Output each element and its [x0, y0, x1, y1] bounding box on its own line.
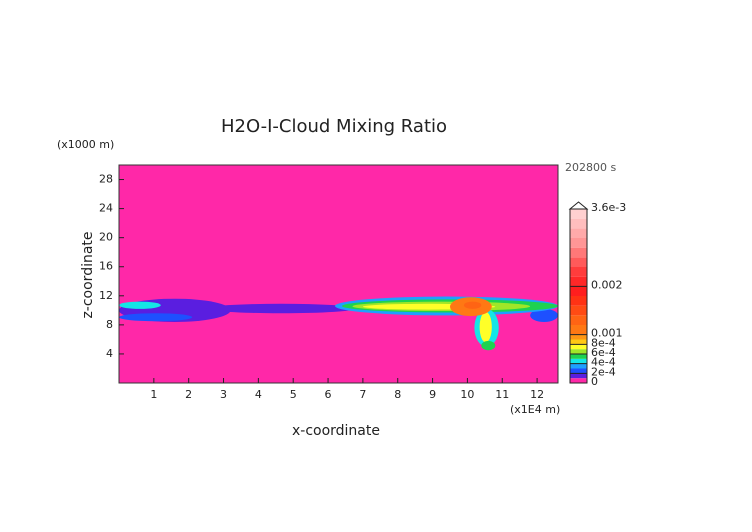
- x-tick-label: 11: [495, 388, 509, 401]
- x-tick-label: 8: [394, 388, 401, 401]
- cloud-region: [479, 311, 492, 343]
- time-label: 202800 s: [565, 161, 616, 174]
- y-tick-label: 28: [99, 173, 113, 186]
- colorbar-bin: [570, 267, 587, 277]
- y-tick-label: 20: [99, 231, 113, 244]
- colorbar-bin: [570, 286, 587, 296]
- colorbar-tick-label: 0: [591, 375, 598, 388]
- y-tick-label: 24: [99, 202, 113, 215]
- colorbar-bin: [570, 238, 587, 248]
- x-unit: (x1E4 m): [510, 403, 560, 416]
- x-axis-label: x-coordinate: [292, 423, 380, 439]
- colorbar-tick-label: 2e-4: [591, 365, 616, 378]
- colorbar-tick-label: 0.001: [591, 327, 623, 340]
- y-tick-label: 12: [99, 289, 113, 302]
- cloud-region: [119, 301, 161, 309]
- colorbar-tick-label: 4e-4: [591, 356, 616, 369]
- colorbar-bin: [570, 378, 587, 383]
- x-tick-label: 10: [460, 388, 474, 401]
- colorbar-bin: [570, 325, 587, 335]
- x-tick-label: 1: [150, 388, 157, 401]
- colorbar-bin: [570, 218, 587, 229]
- chart-title: H2O-I-Cloud Mixing Ratio: [221, 116, 447, 137]
- colorbar-bin: [570, 368, 587, 374]
- colorbar-bin: [570, 228, 587, 238]
- y-tick-label: 16: [99, 260, 113, 273]
- colorbar-bin: [570, 257, 587, 267]
- plot-frame: [118, 164, 559, 384]
- colorbar-bin: [570, 276, 587, 287]
- colorbar-bin: [570, 344, 587, 350]
- colorbar-tick-label: 3.6e-3: [591, 201, 626, 214]
- colorbar-bin: [570, 339, 587, 345]
- colorbar-bin: [570, 315, 587, 325]
- x-tick-label: 2: [185, 388, 192, 401]
- cloud-region: [206, 303, 356, 314]
- y-tick-label: 4: [106, 347, 113, 360]
- x-tick-label: 5: [290, 388, 297, 401]
- colorbar-tick-label: 8e-4: [591, 336, 616, 349]
- y-axis-label: z-coordinate: [80, 231, 96, 318]
- colorbar-bin: [570, 363, 587, 369]
- cloud-region: [481, 340, 496, 351]
- colorbar-tick-label: 0.002: [591, 278, 623, 291]
- colorbar-bin: [570, 334, 587, 340]
- colorbar-bin: [570, 349, 587, 354]
- x-tick-label: 7: [359, 388, 366, 401]
- colorbar-arrow: [568, 201, 589, 210]
- x-tick-label: 9: [429, 388, 436, 401]
- field: [119, 165, 558, 383]
- colorbar-bin: [570, 354, 587, 359]
- x-tick-label: 4: [255, 388, 262, 401]
- colorbar-bin: [570, 305, 587, 316]
- cloud-region: [119, 313, 193, 322]
- colorbar-bin: [570, 209, 587, 219]
- field-background: [119, 165, 558, 383]
- colorbar-tick-label: 6e-4: [591, 346, 616, 359]
- x-tick-label: 3: [220, 388, 227, 401]
- colorbar-bin: [570, 247, 587, 258]
- colorbar-bin: [570, 358, 587, 364]
- x-tick-label: 12: [530, 388, 544, 401]
- y-unit: (x1000 m): [57, 138, 114, 151]
- x-tick-label: 6: [325, 388, 332, 401]
- y-tick-label: 8: [106, 318, 113, 331]
- cloud-region: [463, 301, 482, 309]
- colorbar-bin: [570, 373, 587, 379]
- cloud-region: [530, 308, 558, 322]
- colorbar-bin: [570, 296, 587, 306]
